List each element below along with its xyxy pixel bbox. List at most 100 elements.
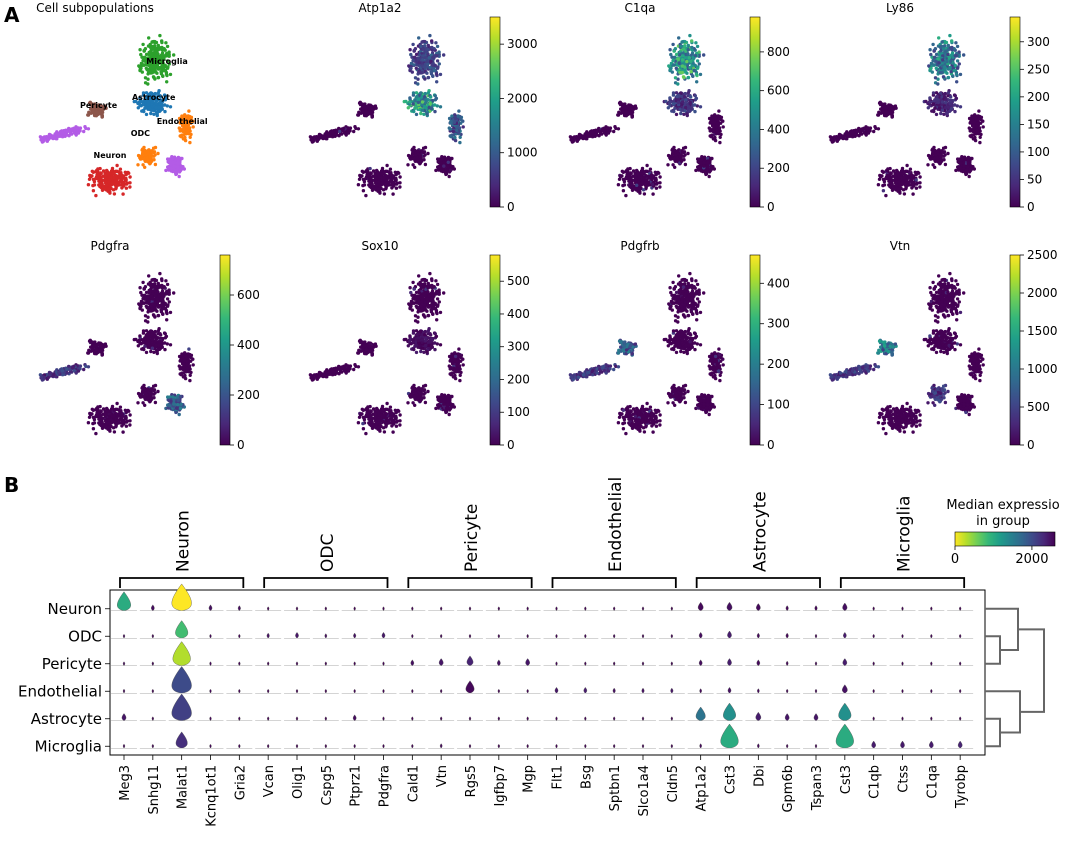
umap-point: [148, 308, 152, 313]
umap-point: [423, 65, 427, 69]
umap-point: [146, 149, 150, 153]
umap-point: [671, 42, 675, 47]
umap-point: [177, 116, 182, 121]
cluster-label: Microglia: [146, 57, 188, 66]
umap-point: [398, 185, 402, 189]
umap-point: [169, 161, 173, 165]
umap-point: [679, 159, 684, 163]
umap-point: [447, 126, 451, 130]
umap-point: [158, 33, 162, 38]
umap-point: [168, 72, 173, 77]
umap-point: [683, 91, 687, 96]
umap-point: [140, 308, 144, 312]
umap-point: [143, 153, 148, 157]
umap-point: [154, 98, 158, 102]
umap-point: [630, 183, 634, 187]
colorbar-tick-label: 3000: [507, 37, 538, 51]
umap-point: [154, 105, 158, 110]
umap-point: [967, 174, 971, 179]
umap-point: [369, 177, 373, 182]
umap-point: [156, 286, 160, 290]
umap-point: [417, 61, 421, 65]
umap-point: [89, 107, 93, 111]
umap-point: [423, 162, 428, 167]
umap-point: [137, 64, 141, 68]
umap-point: [186, 131, 191, 135]
umap-point: [361, 110, 365, 114]
umap-point: [622, 179, 627, 184]
umap-point: [330, 131, 335, 135]
umap-point: [954, 72, 959, 76]
umap-point: [420, 40, 424, 44]
umap-point: [688, 65, 692, 70]
umap-point: [424, 105, 428, 110]
umap-point: [650, 177, 654, 182]
umap-point: [943, 162, 948, 167]
umap-point: [937, 61, 941, 65]
umap-point: [939, 111, 943, 116]
umap-point: [882, 106, 887, 110]
umap-point: [946, 48, 950, 52]
umap-title: Ly86: [886, 1, 914, 15]
umap-point: [681, 75, 686, 79]
colorbar-tick-label: 0: [1027, 200, 1035, 214]
umap-point: [943, 91, 947, 96]
umap-point: [704, 168, 709, 172]
umap-point: [95, 168, 99, 172]
umap-point: [92, 179, 97, 184]
umap-point: [654, 178, 658, 182]
umap-point: [153, 39, 157, 44]
umap-point: [393, 170, 397, 174]
umap-point: [180, 114, 184, 118]
umap-point: [147, 53, 152, 57]
umap-point: [683, 153, 687, 157]
umap-point: [151, 296, 155, 300]
umap-point: [689, 70, 693, 74]
cluster-label: ODC: [131, 129, 150, 138]
panel-letter-b: B: [4, 473, 19, 497]
umap-point: [183, 135, 187, 140]
umap-point: [176, 164, 180, 169]
umap-point: [155, 71, 159, 75]
umap-point: [693, 103, 697, 107]
umap-point: [159, 297, 163, 301]
umap-point: [900, 181, 904, 185]
umap-point: [163, 347, 167, 352]
umap-point: [416, 149, 420, 153]
umap-point: [420, 108, 425, 112]
umap-point: [158, 340, 162, 344]
umap-point: [165, 282, 170, 287]
umap-point: [941, 47, 946, 51]
umap-point: [143, 165, 147, 169]
umap-point: [702, 164, 706, 168]
umap-point: [152, 158, 156, 162]
umap-point: [434, 96, 439, 101]
umap-point: [673, 153, 678, 157]
umap-point: [147, 274, 151, 278]
umap-point: [94, 176, 98, 181]
umap-point: [419, 111, 423, 116]
umap-point: [124, 186, 129, 190]
umap-point: [685, 71, 689, 75]
umap-point: [140, 148, 144, 152]
umap-point: [164, 96, 169, 101]
umap-point: [404, 99, 408, 104]
umap-point: [423, 95, 427, 99]
umap-point: [973, 116, 978, 121]
cluster-label: Astrocyte: [132, 93, 176, 102]
umap-point: [932, 109, 936, 114]
umap-point: [679, 44, 683, 48]
umap-point: [642, 192, 647, 196]
umap-point: [927, 64, 931, 68]
umap-point: [680, 40, 684, 44]
umap-point: [433, 103, 437, 107]
umap-point: [165, 104, 169, 108]
umap-point: [683, 65, 687, 69]
umap-point: [161, 312, 165, 316]
umap-point: [625, 168, 629, 172]
umap-point: [409, 52, 413, 57]
umap-point: [156, 151, 160, 156]
umap-point: [144, 112, 149, 117]
umap-point: [431, 74, 435, 79]
